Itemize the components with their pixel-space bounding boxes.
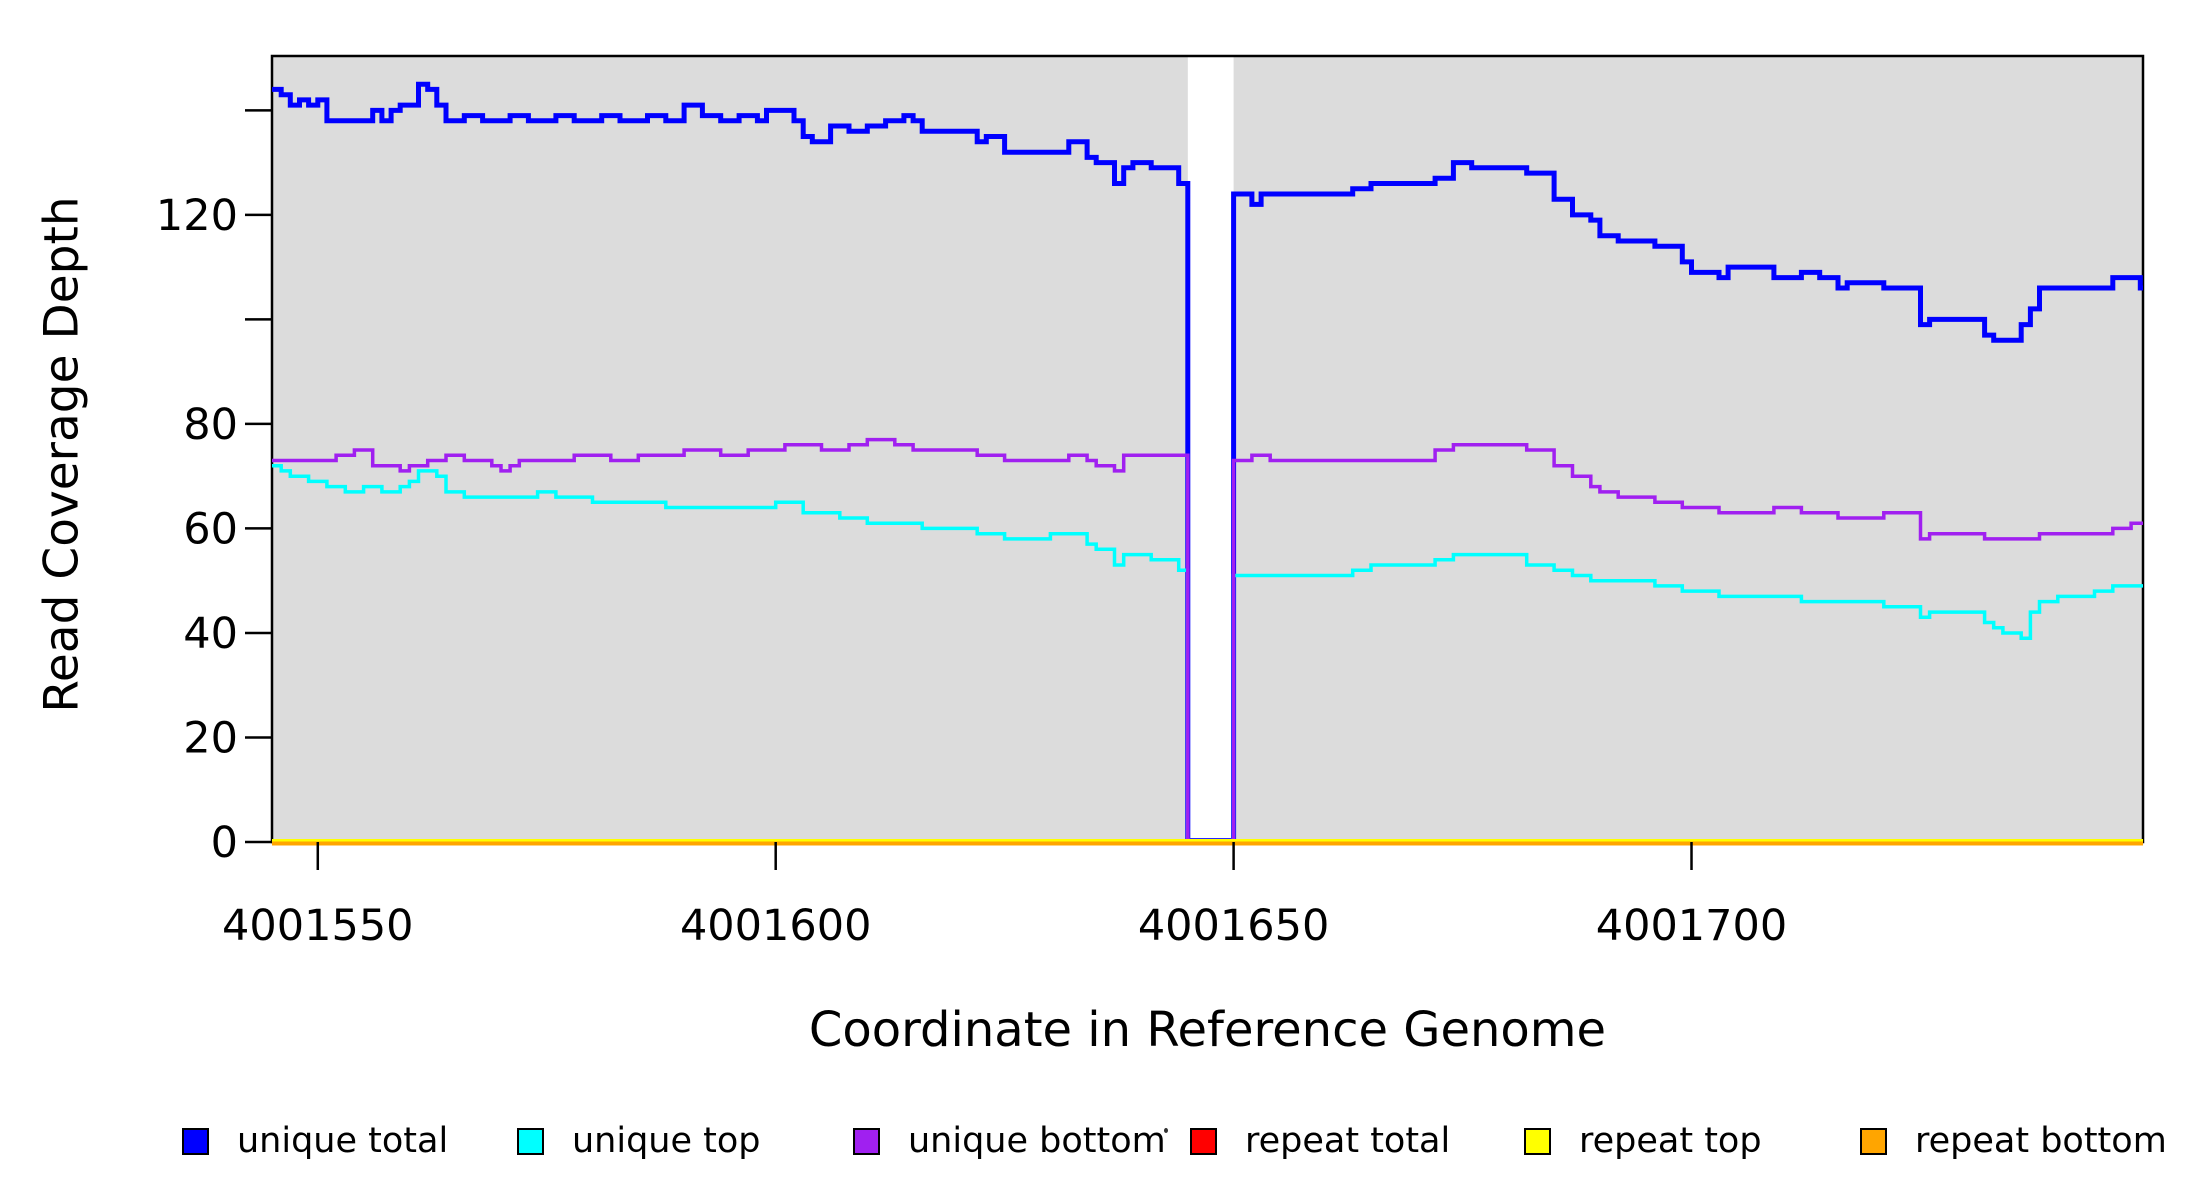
legend-label: repeat total xyxy=(1245,1121,1451,1161)
legend-label: unique total xyxy=(237,1121,449,1161)
y-tick-label: 80 xyxy=(183,400,238,450)
legend-item-unique-top: unique top xyxy=(517,1118,761,1164)
legend-swatch-icon xyxy=(1860,1127,1887,1155)
y-tick-label: 0 xyxy=(211,818,238,868)
legend-item-repeat-bottom: repeat bottom xyxy=(1860,1118,2167,1164)
y-tick-label: 40 xyxy=(183,609,238,659)
legend-label: unique bottom xyxy=(908,1121,1166,1161)
x-axis-title: Coordinate in Reference Genome xyxy=(808,1002,1607,1058)
series-unique-top xyxy=(272,463,2143,843)
x-tick-label: 4001550 xyxy=(222,901,414,951)
legend-swatch-icon xyxy=(1524,1127,1551,1155)
x-tick-label: 4001700 xyxy=(1596,901,1788,951)
stray-dot xyxy=(1164,1128,1168,1133)
legend-label: repeat top xyxy=(1579,1121,1762,1161)
legend-item-repeat-top: repeat top xyxy=(1524,1118,1762,1164)
y-tick-label: 60 xyxy=(183,504,238,554)
series-unique-bottom xyxy=(272,437,2143,843)
legend-swatch-icon xyxy=(182,1127,209,1155)
x-tick-label: 4001600 xyxy=(680,901,872,951)
y-axis-title: Read Coverage Depth xyxy=(34,196,90,713)
legend-swatch-icon xyxy=(853,1127,880,1155)
coverage-gap-band xyxy=(1187,56,1234,842)
legend-swatch-icon xyxy=(1190,1127,1217,1155)
legend-label: repeat bottom xyxy=(1915,1121,2167,1161)
legend: unique total unique top unique bottom repea… xyxy=(0,1118,2200,1178)
legend-swatch-icon xyxy=(517,1127,544,1155)
legend-item-unique-total: unique total xyxy=(182,1118,448,1164)
y-tick-label: 120 xyxy=(156,191,238,241)
legend-label: unique top xyxy=(572,1121,761,1161)
series-unique-total xyxy=(272,81,2143,843)
y-tick-label: 20 xyxy=(183,713,238,763)
legend-item-repeat-total: repeat total xyxy=(1190,1118,1450,1164)
x-tick-label: 4001650 xyxy=(1138,901,1330,951)
legend-item-unique-bottom: unique bottom xyxy=(853,1118,1166,1164)
